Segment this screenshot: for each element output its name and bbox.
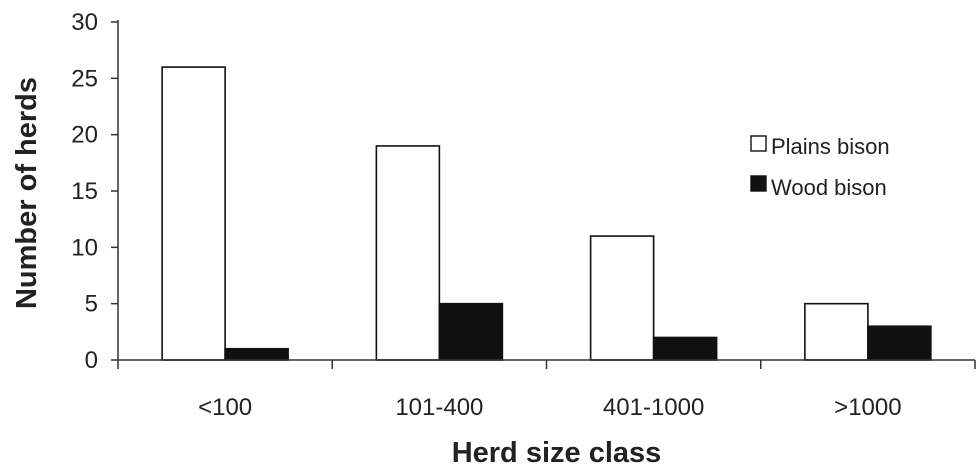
legend-label-wood-bison: Wood bison (771, 175, 887, 200)
y-tick-label: 30 (71, 9, 98, 36)
bar-plains-bison (804, 302, 869, 361)
legend-swatch-plains-bison (750, 135, 767, 152)
y-tick-label: 25 (71, 65, 98, 92)
y-tick-label: 15 (71, 178, 98, 205)
y-tick-label: 5 (85, 291, 98, 318)
bar-plains-bison (375, 145, 441, 361)
y-axis-title: Number of herds (11, 77, 43, 309)
x-axis-title: Herd size class (452, 437, 662, 468)
legend-label-plains-bison: Plains bison (771, 134, 890, 159)
bar-wood-bison (652, 336, 718, 361)
x-tick-label: 401-1000 (603, 394, 704, 421)
y-tick-label: 20 (71, 122, 98, 149)
y-tick-label: 10 (71, 234, 98, 261)
bar-plains-bison (589, 235, 655, 361)
bar-wood-bison (438, 302, 504, 361)
x-axis-ticks: <100 101-400 401-1000 >1000 (117, 360, 976, 421)
legend-swatch-wood-bison (750, 175, 767, 192)
plot-area (161, 66, 932, 361)
y-tick-label: 0 (85, 347, 98, 374)
legend: Plains bison Wood bison (750, 134, 890, 200)
bar-wood-bison (224, 347, 289, 361)
bar-wood-bison (867, 325, 932, 361)
y-axis-ticks: 0 5 10 15 20 25 30 (71, 9, 118, 374)
bar-plains-bison (161, 66, 226, 361)
x-tick-label: >1000 (834, 394, 901, 421)
x-tick-label: 101-400 (395, 394, 483, 421)
x-tick-label: <100 (198, 394, 252, 421)
